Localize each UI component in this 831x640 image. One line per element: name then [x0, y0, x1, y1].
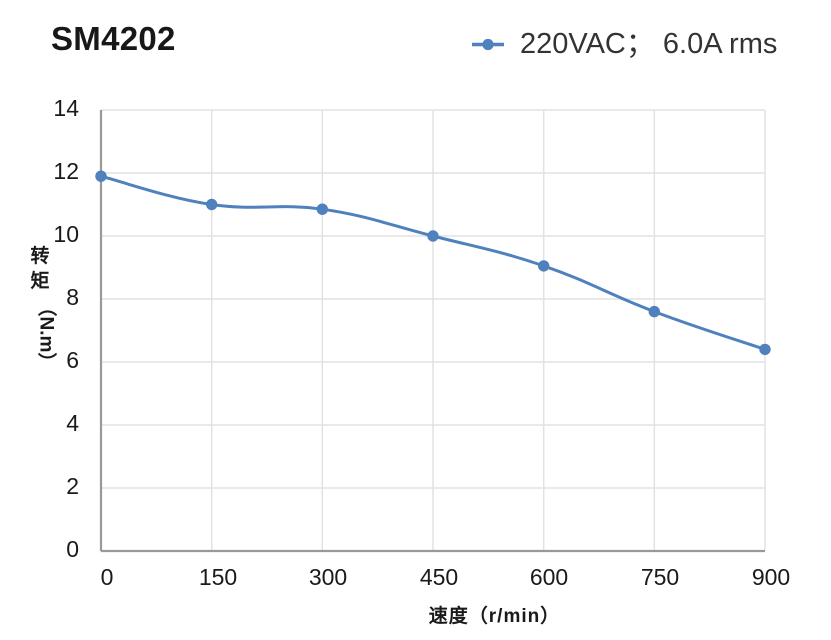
svg-text:450: 450 — [420, 564, 458, 590]
svg-text:0: 0 — [101, 564, 114, 590]
svg-text:300: 300 — [309, 564, 347, 590]
svg-text:600: 600 — [530, 564, 568, 590]
svg-text:6: 6 — [66, 347, 79, 373]
svg-text:8: 8 — [66, 284, 79, 310]
svg-text:2: 2 — [66, 473, 79, 499]
svg-text:900: 900 — [752, 564, 790, 590]
svg-text:220VAC； 6.0A rms: 220VAC； 6.0A rms — [520, 28, 777, 60]
svg-text:12: 12 — [53, 158, 79, 184]
svg-text:10: 10 — [53, 221, 79, 247]
svg-text:750: 750 — [641, 564, 679, 590]
svg-text:4: 4 — [66, 410, 79, 436]
svg-text:0: 0 — [66, 536, 79, 562]
svg-text:150: 150 — [199, 564, 237, 590]
svg-text:14: 14 — [53, 95, 79, 121]
